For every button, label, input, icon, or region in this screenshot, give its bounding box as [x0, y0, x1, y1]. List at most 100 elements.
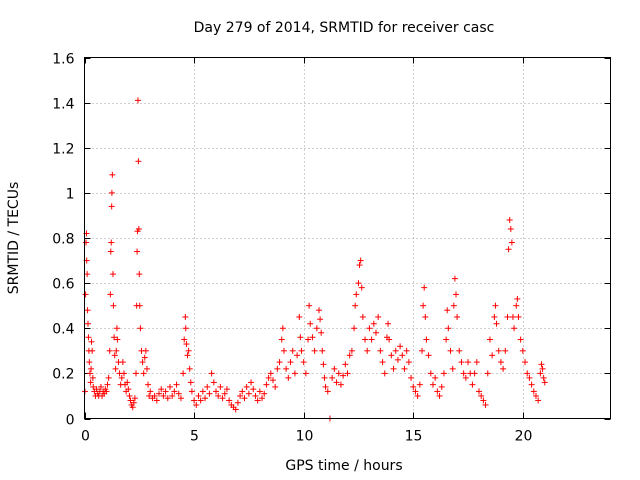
data-point — [287, 359, 294, 366]
data-point — [158, 386, 165, 393]
data-point — [143, 365, 150, 372]
data-point — [125, 386, 132, 393]
y-tick-label: 1.4 — [52, 97, 74, 113]
data-point — [364, 347, 371, 354]
x-tick-label: 15 — [405, 429, 423, 445]
data-point — [538, 361, 545, 368]
data-point — [522, 359, 529, 366]
data-point — [492, 302, 499, 309]
data-point — [103, 388, 110, 395]
data-point — [182, 313, 189, 320]
data-point — [456, 347, 463, 354]
data-point — [307, 320, 314, 327]
data-point — [245, 390, 252, 397]
data-point — [302, 370, 309, 377]
data-point — [530, 388, 537, 395]
data-point — [90, 383, 97, 390]
data-point — [388, 352, 395, 359]
data-point — [147, 388, 154, 395]
data-point — [313, 325, 320, 332]
data-point — [403, 347, 410, 354]
data-point — [114, 336, 121, 343]
data-point — [324, 388, 331, 395]
data-point — [331, 365, 338, 372]
data-point — [443, 336, 450, 343]
data-point — [291, 370, 298, 377]
data-point — [156, 390, 163, 397]
data-point — [202, 395, 209, 402]
data-point — [381, 370, 388, 377]
data-point — [502, 347, 509, 354]
data-point — [131, 395, 138, 402]
data-point — [215, 392, 222, 399]
data-point — [84, 271, 91, 278]
data-point — [223, 386, 230, 393]
data-point — [375, 313, 382, 320]
data-point — [185, 347, 192, 354]
data-point — [397, 343, 404, 350]
ticks: 0 0.2 0.4 0.6 0.8 1 1.2 1.4 1.6 0 5 10 15 20 — [52, 52, 611, 445]
data-point — [414, 392, 421, 399]
data-point — [408, 374, 415, 381]
data-point — [342, 361, 349, 368]
data-point — [386, 336, 393, 343]
data-point — [219, 395, 226, 402]
data-point — [278, 336, 285, 343]
data-point — [298, 347, 305, 354]
data-point — [401, 365, 408, 372]
data-point — [318, 329, 325, 336]
data-point — [429, 381, 436, 388]
data-point — [362, 336, 369, 343]
data-point — [243, 383, 250, 390]
data-point — [124, 379, 131, 386]
y-tick-label: 1.2 — [52, 142, 74, 158]
data-point — [460, 370, 467, 377]
data-points — [81, 97, 548, 422]
data-point — [445, 325, 452, 332]
data-point — [134, 248, 141, 255]
data-point — [372, 329, 379, 336]
data-point — [434, 388, 441, 395]
data-point — [208, 370, 215, 377]
x-tick-label: 0 — [81, 429, 90, 445]
data-point — [422, 313, 429, 320]
data-point — [322, 383, 329, 390]
data-point — [183, 341, 190, 348]
data-point — [88, 365, 95, 372]
data-point — [217, 383, 224, 390]
data-point — [432, 374, 439, 381]
data-point — [259, 395, 266, 402]
data-point — [495, 347, 502, 354]
data-point — [136, 302, 143, 309]
data-point — [283, 365, 290, 372]
data-point — [438, 383, 445, 390]
data-point — [83, 239, 90, 246]
data-point — [532, 392, 539, 399]
data-point — [182, 325, 189, 332]
data-point — [195, 392, 202, 399]
data-point — [175, 390, 182, 397]
data-point — [505, 246, 512, 253]
data-point — [423, 336, 430, 343]
data-point — [269, 377, 276, 384]
data-point — [111, 334, 118, 341]
data-point — [108, 203, 115, 210]
x-tick-label: 10 — [296, 429, 314, 445]
data-point — [444, 307, 451, 314]
data-point — [140, 370, 147, 377]
data-point — [86, 370, 93, 377]
data-point — [226, 397, 233, 404]
data-point — [93, 386, 100, 393]
data-point — [355, 280, 362, 287]
data-point — [285, 374, 292, 381]
data-point — [353, 291, 360, 298]
data-point — [340, 372, 347, 379]
data-point — [514, 295, 521, 302]
data-point — [337, 381, 344, 388]
data-point — [108, 189, 115, 196]
data-point — [515, 313, 522, 320]
data-point — [105, 374, 112, 381]
data-point — [239, 388, 246, 395]
data-point — [145, 381, 152, 388]
data-point — [311, 347, 318, 354]
